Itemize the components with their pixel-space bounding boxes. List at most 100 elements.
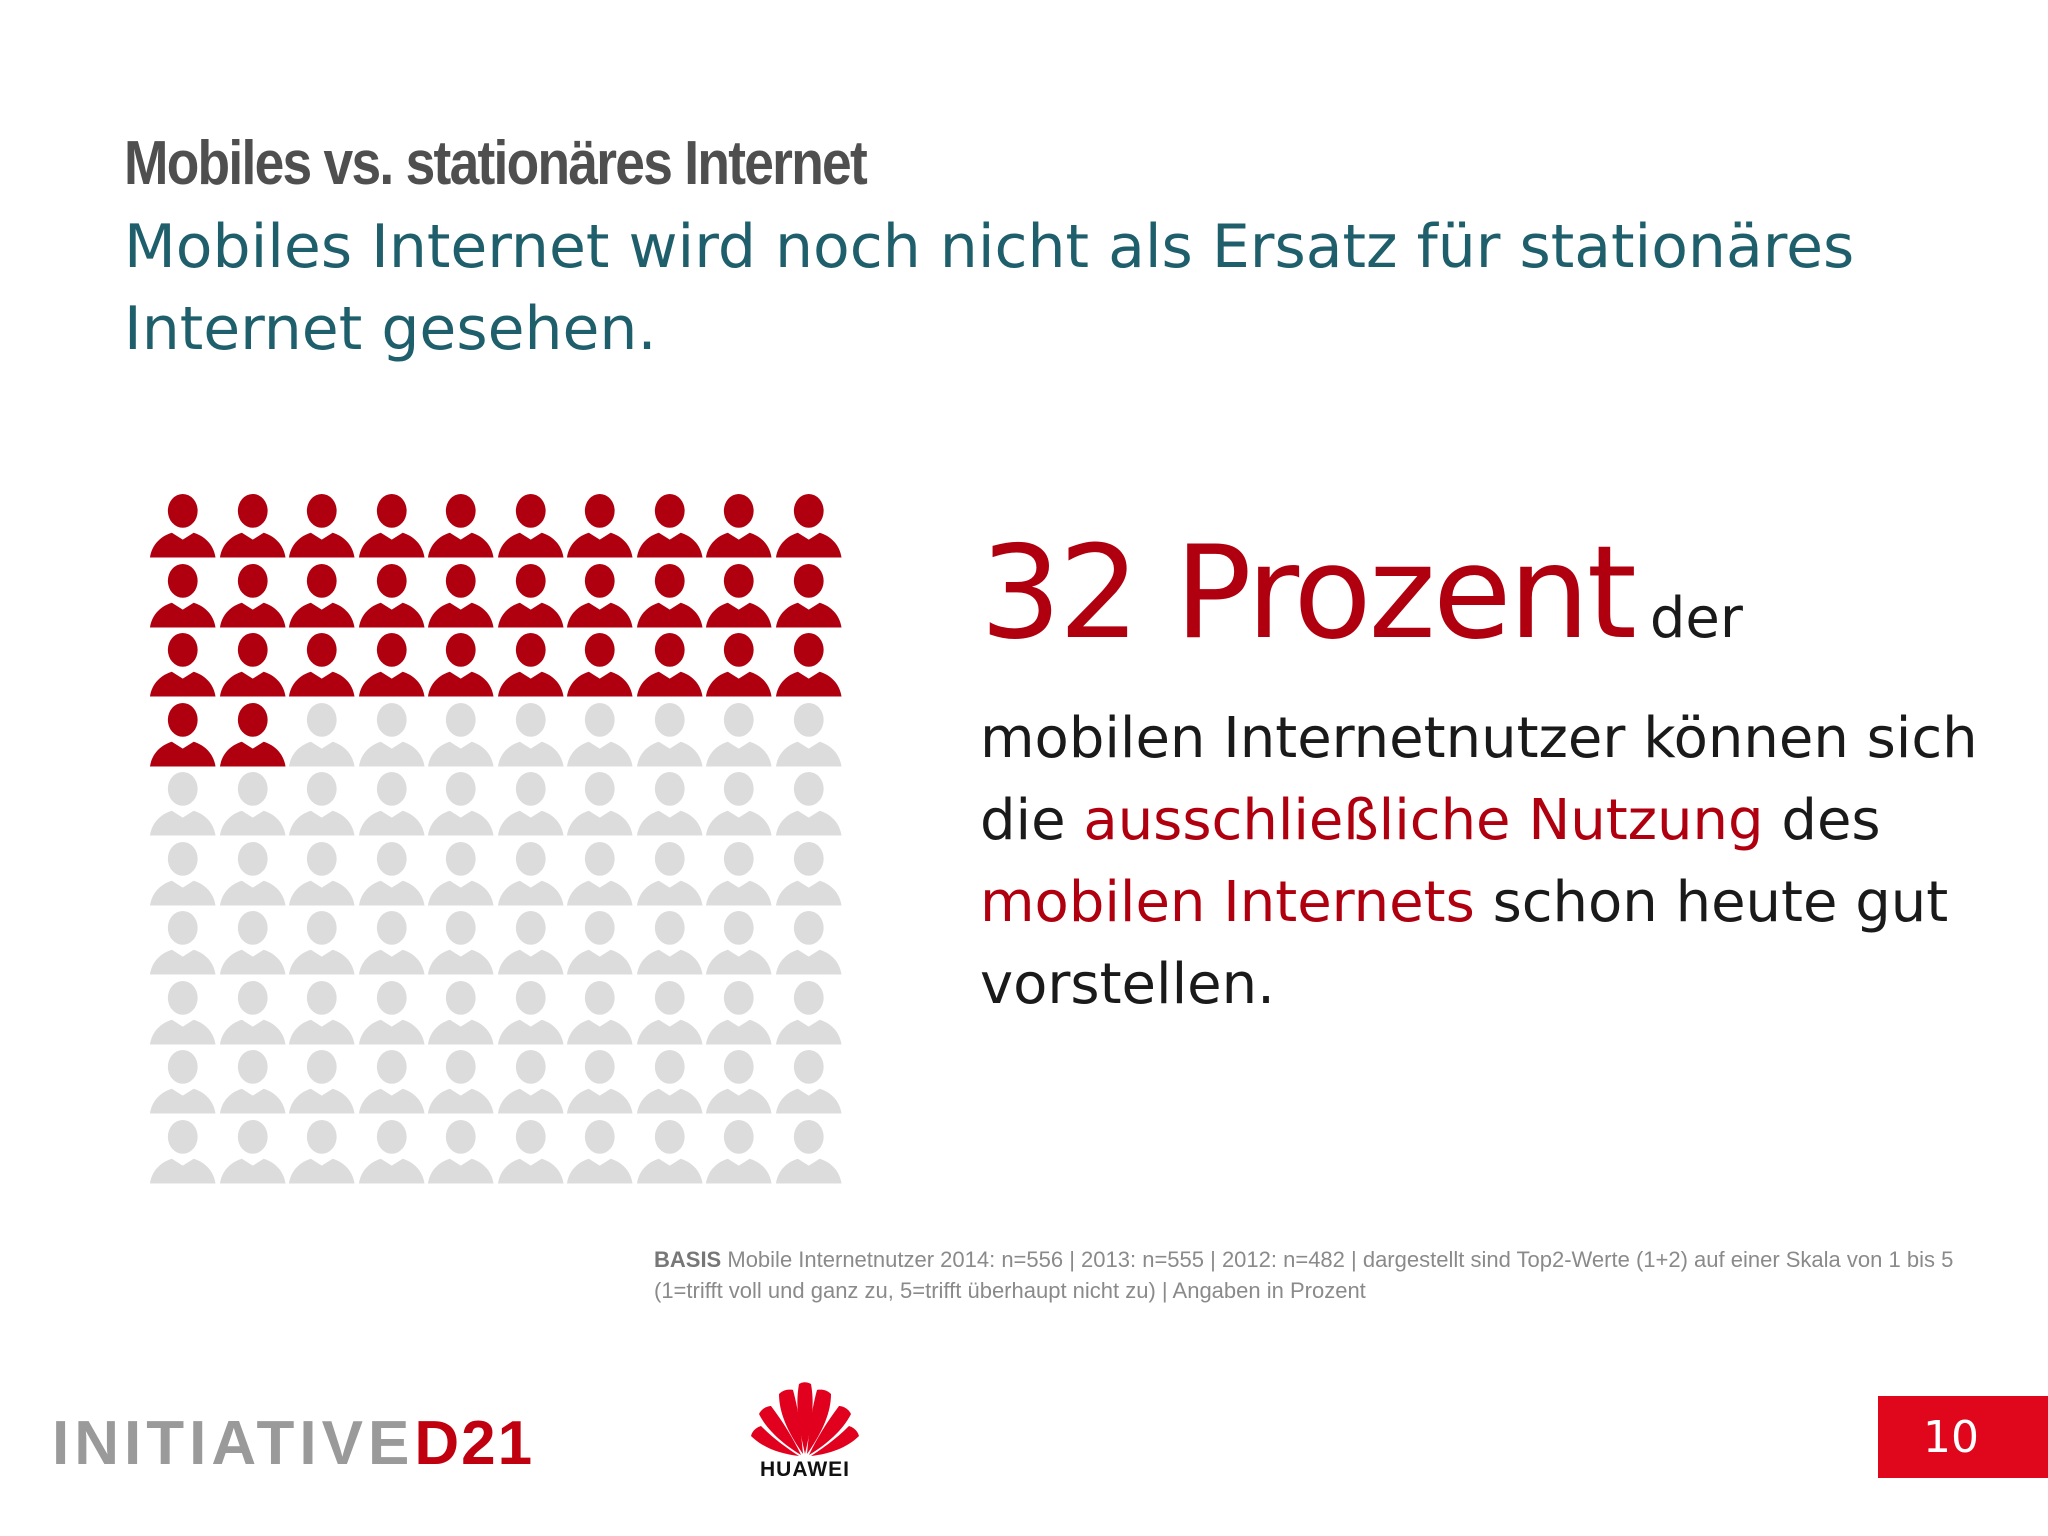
person-icon [704, 770, 774, 840]
person-icon [635, 1048, 705, 1118]
person-icon-highlighted [426, 631, 496, 701]
person-icon [635, 1118, 705, 1188]
person-icon [496, 1118, 566, 1188]
person-icon [635, 979, 705, 1049]
person-icon [496, 840, 566, 910]
person-icon [357, 770, 427, 840]
person-icon [218, 770, 288, 840]
huawei-logo: HUAWEI [740, 1378, 870, 1482]
person-icon [704, 1048, 774, 1118]
person-icon-highlighted [218, 562, 288, 632]
stat-headline: 32 Prozent [980, 519, 1637, 668]
person-icon [148, 840, 218, 910]
person-icon [148, 909, 218, 979]
person-icon [148, 1118, 218, 1188]
footnote: BASIS Mobile Internetnutzer 2014: n=556 … [654, 1244, 1954, 1306]
person-icon [287, 909, 357, 979]
person-icon [635, 701, 705, 771]
person-icon [148, 979, 218, 1049]
person-icon [357, 1048, 427, 1118]
person-icon [774, 770, 844, 840]
person-icon-highlighted [357, 631, 427, 701]
person-icon [496, 909, 566, 979]
person-icon-highlighted [357, 492, 427, 562]
person-icon [635, 909, 705, 979]
person-icon-highlighted [565, 492, 635, 562]
person-icon [426, 701, 496, 771]
person-icon-highlighted [565, 631, 635, 701]
person-icon [357, 701, 427, 771]
person-icon-highlighted [565, 562, 635, 632]
person-icon [287, 770, 357, 840]
person-icon [426, 1048, 496, 1118]
person-icon [565, 840, 635, 910]
d21-logo-text: D21 [414, 1409, 535, 1478]
person-icon [704, 840, 774, 910]
stat-text: mobilen Internetnutzer können sich die a… [980, 698, 1980, 1026]
person-icon [426, 770, 496, 840]
person-icon-highlighted [774, 631, 844, 701]
slide-subtitle: Mobiles Internet wird noch nicht als Ers… [124, 212, 1855, 364]
page-number-badge: 10 [1878, 1396, 2048, 1478]
person-icon [287, 840, 357, 910]
person-icon [357, 979, 427, 1049]
footnote-text: Mobile Internetnutzer 2014: n=556 | 2013… [654, 1247, 1954, 1303]
person-icon [357, 840, 427, 910]
person-icon [635, 770, 705, 840]
person-icon [218, 1118, 288, 1188]
person-icon-highlighted [496, 492, 566, 562]
person-icon-highlighted [357, 562, 427, 632]
person-icon [565, 979, 635, 1049]
stat-highlight-2: mobilen Internets [980, 870, 1475, 935]
person-icon-highlighted [635, 631, 705, 701]
footnote-label: BASIS [654, 1247, 722, 1272]
person-icon-highlighted [496, 631, 566, 701]
person-icon-highlighted [148, 631, 218, 701]
person-icon [357, 909, 427, 979]
person-icon [287, 1118, 357, 1188]
huawei-logo-text: HUAWEI [760, 1458, 850, 1481]
huawei-flower-icon [751, 1382, 859, 1456]
person-icon [426, 1118, 496, 1188]
page-number: 10 [1923, 1411, 1979, 1463]
person-icon-highlighted [148, 562, 218, 632]
person-icon [774, 840, 844, 910]
person-icon [496, 1048, 566, 1118]
person-icon [774, 909, 844, 979]
person-icon [218, 1048, 288, 1118]
person-icon-highlighted [426, 492, 496, 562]
stat-text-part2: des [1781, 788, 1881, 853]
person-icon [565, 909, 635, 979]
stat-text-part3: schon heute gut vorstellen. [980, 870, 1949, 1017]
person-icon-highlighted [426, 562, 496, 632]
person-icon-highlighted [704, 492, 774, 562]
person-icon-highlighted [148, 492, 218, 562]
person-icon-highlighted [496, 562, 566, 632]
person-icon [426, 840, 496, 910]
person-icon [704, 1118, 774, 1188]
person-icon-highlighted [287, 492, 357, 562]
person-icon-highlighted [218, 701, 288, 771]
person-icon [565, 1118, 635, 1188]
person-icon [565, 1048, 635, 1118]
person-icon [287, 1048, 357, 1118]
initiative-logo-text: INITIATIVE [52, 1409, 415, 1478]
person-icon [774, 1048, 844, 1118]
person-icon [218, 909, 288, 979]
person-icon [565, 701, 635, 771]
person-icon [565, 770, 635, 840]
person-icon [496, 770, 566, 840]
person-icon [704, 701, 774, 771]
slide-title: Mobiles vs. stationäres Internet [124, 129, 868, 198]
person-icon-highlighted [774, 562, 844, 632]
person-icon-highlighted [635, 562, 705, 632]
person-icon [218, 840, 288, 910]
person-icon [635, 840, 705, 910]
person-icon-highlighted [148, 701, 218, 771]
person-icon [774, 701, 844, 771]
person-icon [426, 909, 496, 979]
person-icon [704, 909, 774, 979]
person-icon-highlighted [635, 492, 705, 562]
stat-highlight-1: ausschließliche Nutzung [1083, 788, 1764, 853]
